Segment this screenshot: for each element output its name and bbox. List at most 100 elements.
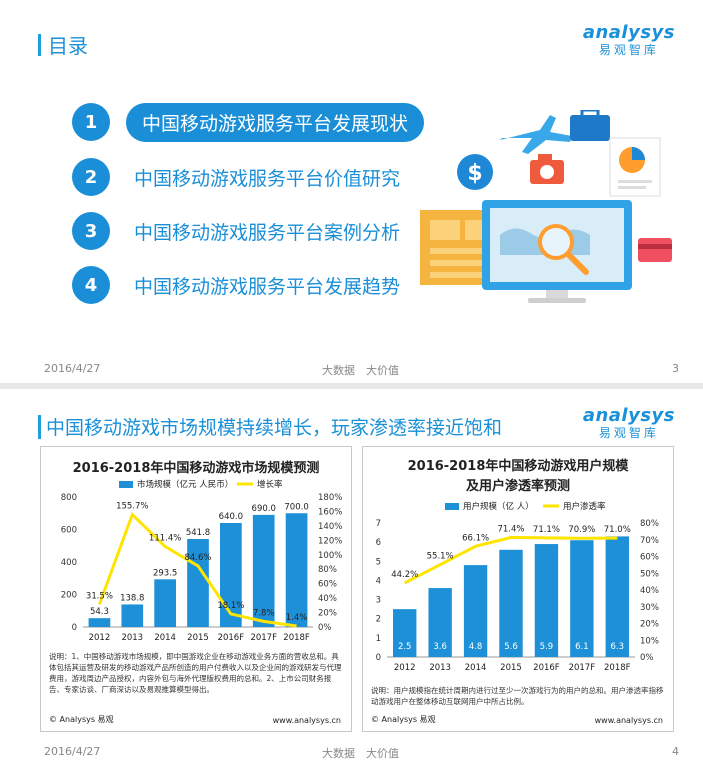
footer-date: 2016/4/27 (44, 745, 101, 758)
y-tick-label: 7 (376, 519, 381, 529)
y-tick-label: 600 (61, 526, 77, 536)
x-tick-label: 2013 (121, 633, 143, 643)
analysys-logo: analysys 易观智库 (582, 22, 675, 57)
x-tick-label: 2016F (218, 633, 245, 643)
bar-value-label: 690.0 (252, 504, 276, 514)
x-tick-label: 2018F (283, 633, 310, 643)
chart-title: 2016-2018年中国移动游戏用户规模及用户渗透率预测 (407, 459, 629, 494)
rate-value-label: 66.1% (462, 533, 489, 543)
user-scale-chart: 用户规模（亿 人） 用户渗透率012345670%10%20%30%40%50%6… (376, 501, 659, 673)
toc-item-3[interactable]: 3 中国移动游戏服务平台案例分析 (72, 211, 400, 251)
bar (285, 513, 308, 627)
y2-tick-label: 40% (640, 586, 659, 596)
rate-value-label: 18.1% (217, 601, 244, 611)
y2-tick-label: 80% (318, 565, 337, 575)
bar-value-label: 138.8 (120, 593, 144, 603)
toc-item-2[interactable]: 2 中国移动游戏服务平台价值研究 (72, 157, 400, 197)
chart-title: 2016-2018年中国移动游戏市场规模预测 (72, 461, 320, 476)
rate-value-label: 111.4% (149, 534, 181, 544)
y-tick-label: 4 (376, 576, 381, 586)
y-tick-label: 400 (61, 558, 77, 568)
y-tick-label: 2 (376, 615, 381, 625)
bar-value-label: 6.3 (611, 642, 625, 652)
bar-value-label: 54.3 (90, 607, 109, 617)
y-tick-label: 1 (376, 634, 381, 644)
x-tick-label: 2015 (187, 633, 209, 643)
toc-label: 中国移动游戏服务平台案例分析 (134, 221, 401, 244)
briefcase-icon (570, 110, 610, 141)
y-tick-label: 6 (376, 538, 381, 548)
toc-item-1[interactable]: 1 中国移动游戏服务平台发展现状 (72, 102, 425, 142)
x-tick-label: 2013 (429, 663, 451, 673)
market-size-chart-panel: 2016-2018年中国移动游戏市场规模预测 市场规模（亿元 人民币） 增长率 0 2… (40, 446, 352, 732)
toc-item-4[interactable]: 4 中国移动游戏服务平台发展趋势 (72, 265, 400, 305)
x-tick-label: 2012 (394, 663, 416, 673)
toc-label: 中国移动游戏服务平台发展现状 (126, 102, 425, 142)
market-size-chart: 市场规模（亿元 人民币） 增长率 0 200 400 600 800 0% 20% 40% 60% 8… (61, 479, 343, 643)
title-accent-bar (38, 34, 41, 56)
bar (154, 579, 176, 627)
bar (570, 540, 594, 657)
footer-slogan: 大数据 大价值 (322, 747, 399, 760)
chart-note: 说明：1、中国移动游戏市场规模，即中国游戏企业在移动游戏业务方面的营收总和。具体… (49, 652, 342, 694)
bar (605, 536, 629, 657)
slide-toc: 目录 analysys 易观智库 1 中国移动游戏服务平台发展现状 2 中国移动… (0, 0, 703, 383)
x-tick-label: 2015 (500, 663, 522, 673)
slide-title: 中国移动游戏市场规模持续增长，玩家渗透率接近饱和 (46, 417, 503, 439)
rate-value-label: 70.9% (568, 525, 595, 535)
y2-tick-label: 160% (318, 507, 342, 517)
toc-number: 4 (72, 266, 110, 304)
legend-label: 用户渗透率 (563, 501, 606, 512)
title-accent-bar (38, 415, 41, 439)
legend-bar-swatch (445, 503, 459, 510)
camera-icon (530, 154, 564, 184)
rate-value-label: 44.2% (391, 570, 418, 580)
x-tick-label: 2012 (89, 633, 111, 643)
rate-line (404, 535, 618, 585)
rate-value-label: 71.0% (604, 525, 631, 535)
y2-tick-label: 120% (318, 536, 342, 546)
source-label: © Analysys 易观 (49, 715, 114, 724)
bar-value-label: 700.0 (284, 502, 308, 512)
y2-tick-label: 30% (640, 603, 659, 613)
user-scale-chart-panel: 2016-2018年中国移动游戏用户规模及用户渗透率预测 用户规模（亿 人） 用户… (362, 446, 674, 732)
bar (252, 514, 275, 627)
bar-value-label: 2.5 (398, 642, 412, 652)
y2-tick-label: 80% (640, 519, 659, 529)
rate-value-label: 71.4% (497, 524, 524, 534)
dollar-coin-icon: $ (457, 154, 493, 190)
toc-label: 中国移动游戏服务平台价值研究 (134, 167, 401, 190)
source-label: © Analysys 易观 (371, 715, 436, 724)
footer-page-number: 3 (672, 362, 679, 375)
y-tick-label: 0 (376, 653, 381, 663)
business-illustration: $ (420, 110, 672, 303)
toc-number: 1 (72, 103, 110, 141)
bar (534, 544, 559, 657)
y2-tick-label: 50% (640, 569, 659, 579)
bar (220, 523, 242, 627)
rate-value-label: 1.4% (286, 613, 308, 623)
y2-tick-label: 180% (318, 493, 342, 503)
bar (121, 604, 144, 627)
analysys-logo: analysys 易观智库 (582, 405, 675, 440)
bar-value-label: 6.1 (575, 642, 589, 652)
x-tick-label: 2017F (250, 633, 277, 643)
bar-value-label: 5.9 (540, 642, 554, 652)
y2-tick-label: 0% (318, 623, 332, 633)
bar (428, 588, 452, 657)
source-url: www.analysys.cn (594, 716, 663, 725)
bar-value-label: 541.8 (186, 528, 210, 538)
x-tick-label: 2018F (604, 663, 631, 673)
y2-tick-label: 40% (318, 594, 337, 604)
bar-value-label: 3.6 (433, 642, 447, 652)
x-tick-label: 2014 (154, 633, 176, 643)
toc-number: 2 (72, 158, 110, 196)
y2-tick-label: 60% (640, 553, 659, 563)
bar (463, 565, 488, 657)
rate-value-label: 155.7% (116, 502, 148, 512)
rate-value-label: 7.8% (253, 608, 275, 618)
rate-value-label: 55.1% (427, 552, 454, 562)
y2-tick-label: 0% (640, 653, 654, 663)
y2-tick-label: 100% (318, 551, 342, 561)
y2-tick-label: 20% (640, 620, 659, 630)
